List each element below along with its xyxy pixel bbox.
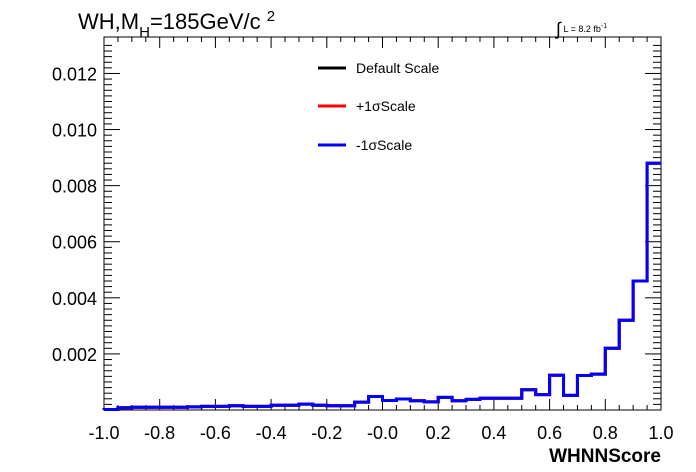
histogram-line-0: [102, 161, 661, 411]
x-tick-label: -0.4: [256, 423, 287, 443]
luminosity-text: L = 8.2 fb: [563, 24, 601, 34]
plot-frame: [103, 36, 662, 411]
x-tick-label: 0.4: [481, 423, 506, 443]
x-axis-label: WHNNScore: [549, 446, 661, 467]
x-tick-label: -0.8: [144, 423, 175, 443]
y-tick-label: 0.010: [52, 121, 97, 141]
x-tick-label: -0.2: [311, 423, 342, 443]
histogram-series: [102, 161, 661, 411]
axis-ticks: -1.0 -0.8 -0.6 -0.4 -0.2 -0.0 0.2 0.4 0.6 0.8 1.0 0…: [52, 37, 674, 443]
chart-title-main: WH,M: [78, 9, 140, 34]
legend: Default Scale +1σScale -1σScale: [318, 60, 439, 153]
x-tick-label: 0.8: [593, 423, 618, 443]
x-tick-label: 1.0: [648, 423, 673, 443]
y-tick-label: 0.004: [52, 289, 97, 309]
chart-title-rest: =185GeV/c: [149, 9, 261, 34]
histogram-line-2: [102, 161, 661, 411]
luminosity-sup: -1: [600, 23, 608, 30]
y-tick-label: 0.008: [52, 177, 97, 197]
chart-title-sub: H: [139, 24, 150, 41]
y-tick-label: 0.002: [52, 345, 97, 365]
legend-label: Default Scale: [356, 60, 439, 76]
histogram-line-1: [102, 161, 661, 411]
y-tick-label: 0.006: [52, 233, 97, 253]
y-tick-label: 0.012: [52, 64, 97, 84]
x-tick-label: 0.2: [426, 423, 451, 443]
x-tick-label: -1.0: [88, 423, 119, 443]
chart-title: WH,MH=185GeV/c 2: [78, 8, 275, 41]
x-tick-label: 0.6: [537, 423, 562, 443]
x-tick-label: -0.6: [200, 423, 231, 443]
luminosity-label: ∫ L = 8.2 fb-1: [556, 16, 608, 39]
chart-title-sup: 2: [266, 8, 276, 25]
integral-icon: ∫: [556, 19, 561, 39]
legend-label: -1σScale: [356, 137, 412, 153]
legend-label: +1σScale: [356, 98, 416, 114]
x-tick-label: -0.0: [367, 423, 398, 443]
